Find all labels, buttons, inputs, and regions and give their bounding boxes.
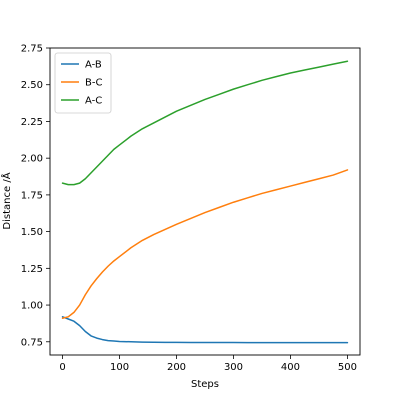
y-axis-label: Distance /Å xyxy=(0,172,13,229)
y-tick-label: 2.50 xyxy=(21,80,43,91)
y-tick-label: 2.00 xyxy=(21,154,43,165)
plot-frame xyxy=(49,47,361,356)
series-layer xyxy=(61,60,349,344)
x-tick-label: 400 xyxy=(281,362,300,373)
x-tick-label: 500 xyxy=(338,362,357,373)
x-axis: 0 100 200 300 400 500 xyxy=(59,355,357,373)
y-tick-label: 1.25 xyxy=(21,264,43,275)
legend-label-a-b: A-B xyxy=(85,60,102,71)
y-tick-label: 0.75 xyxy=(21,337,43,348)
series-line-a-b xyxy=(61,316,349,344)
x-tick-label: 100 xyxy=(110,362,129,373)
y-tick-label: 2.25 xyxy=(21,117,43,128)
y-tick-label: 1.50 xyxy=(21,227,43,238)
series-line-b-c xyxy=(61,169,349,320)
y-tick-label: 1.00 xyxy=(21,301,43,312)
legend: A-B B-C A-C xyxy=(54,52,112,114)
x-tick-label: 300 xyxy=(224,362,243,373)
series-line-a-c xyxy=(61,60,349,186)
y-axis: 0.75 1.00 1.25 1.50 1.75 2.00 2.25 2.50 2.75 xyxy=(21,44,50,348)
x-tick-label: 200 xyxy=(167,362,186,373)
x-tick-label: 0 xyxy=(59,362,65,373)
legend-label-b-c: B-C xyxy=(85,78,102,89)
y-tick-label: 2.75 xyxy=(21,44,43,55)
legend-label-a-c: A-C xyxy=(85,96,102,107)
legend-box xyxy=(54,52,112,114)
y-tick-label: 1.75 xyxy=(21,190,43,201)
x-axis-label: Steps xyxy=(191,379,219,390)
